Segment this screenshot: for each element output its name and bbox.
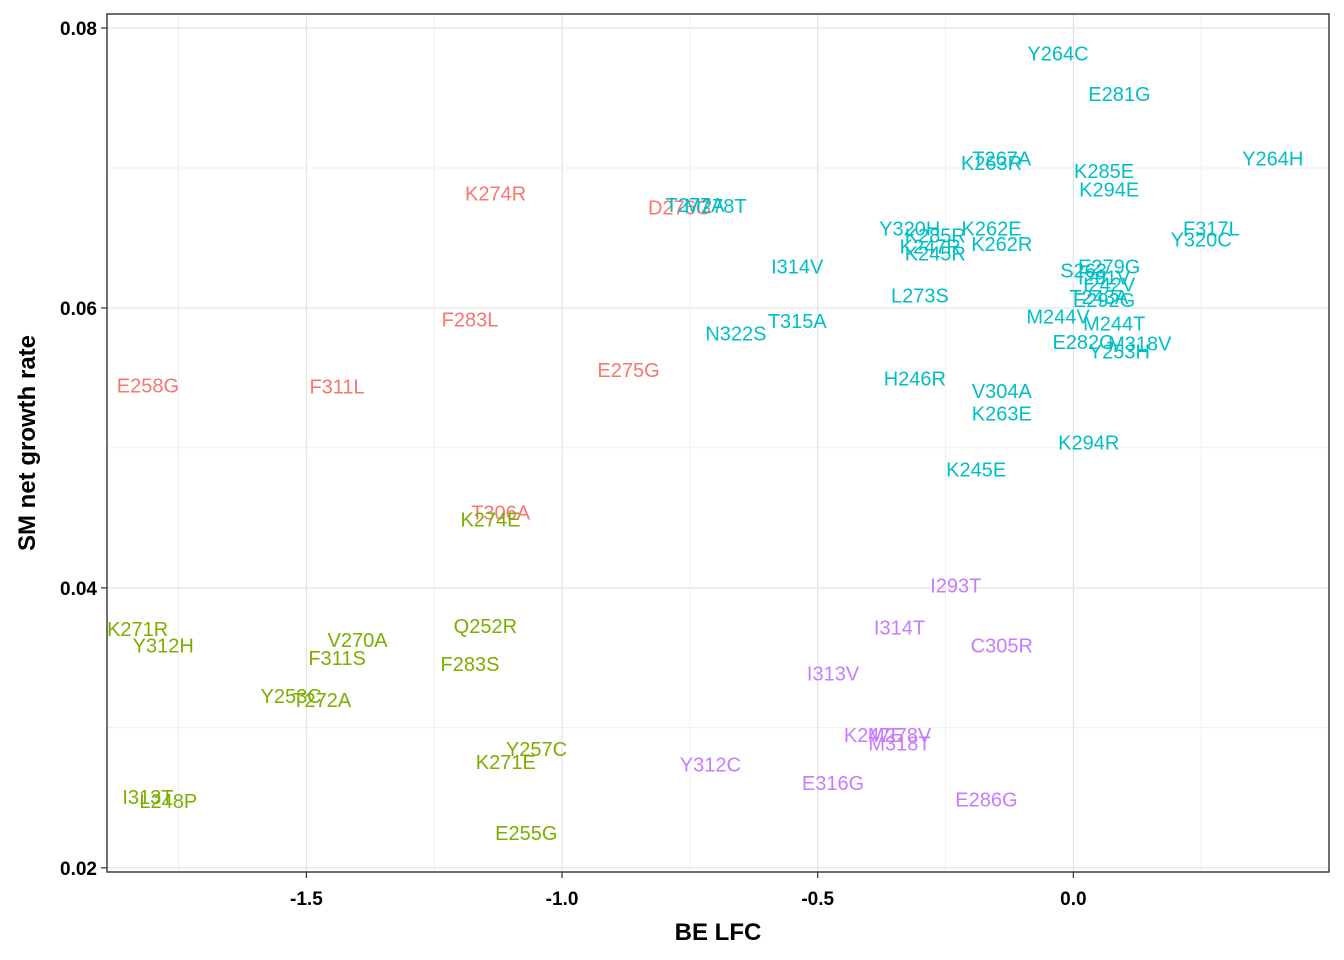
point-label: K262E (962, 219, 1022, 241)
point-label: F311S (308, 648, 365, 670)
plot-panel-background (107, 14, 1329, 872)
point-label: I314V (771, 256, 824, 278)
point-label: K262R (971, 234, 1032, 256)
point-label: M278T (684, 196, 746, 218)
point-label: M318T (868, 734, 930, 756)
point-label: E281G (1088, 84, 1150, 106)
point-label: K285R (905, 226, 966, 248)
point-label: F283S (441, 654, 500, 676)
point-label: K294R (1058, 433, 1119, 455)
point-label: I314T (874, 617, 925, 639)
point-label: Y312H (133, 636, 194, 658)
point-label: K247E (844, 725, 904, 747)
x-tick-label: -1.5 (290, 889, 323, 910)
point-label: F283L (442, 310, 499, 332)
x-axis-ticks: -1.5 -1.0 -0.5 0.0 (290, 872, 1087, 910)
point-label: E316G (802, 773, 864, 795)
point-label: S263 (1060, 261, 1107, 283)
point-label: K274E (460, 510, 520, 532)
point-label: M318V (1108, 333, 1172, 355)
point-label: M244V (1026, 307, 1090, 329)
point-label: E292G (1073, 290, 1135, 312)
plot-panel-border (106, 13, 1330, 873)
point-label: E275G (597, 360, 659, 382)
x-tick-label: -0.5 (801, 889, 834, 910)
point-label: K263R (961, 153, 1022, 175)
point-label: F317L (1183, 219, 1240, 241)
point-label: Y320H (879, 219, 940, 241)
y-axis-ticks: 0.02 0.04 0.06 0.08 (60, 19, 107, 880)
point-label: T243A (1069, 287, 1129, 309)
point-label: N322S (705, 324, 766, 346)
point-label: E279G (1078, 256, 1140, 278)
point-label: I291V (1078, 268, 1131, 290)
point-label: K294E (1079, 179, 1139, 201)
point-label: I242V (1083, 275, 1136, 297)
point-label: M278V (868, 725, 932, 747)
point-label: Y264C (1027, 44, 1088, 66)
point-label: T315A (768, 311, 828, 333)
point-label: I313V (807, 664, 860, 686)
minor-gridlines (107, 14, 1329, 872)
point-label: K245R (905, 244, 966, 266)
y-tick-label: 0.08 (60, 19, 97, 40)
y-axis-title: SM net growth rate (14, 335, 41, 551)
x-axis-title: BE LFC (675, 919, 762, 946)
y-tick-label: 0.02 (60, 859, 97, 880)
point-label: F311L (309, 377, 364, 399)
point-label: V270A (328, 630, 389, 652)
point-label: T277A (666, 195, 726, 217)
y-tick-label: 0.04 (60, 579, 97, 600)
y-tick-label: 0.06 (60, 299, 97, 320)
point-label: T272A (292, 690, 352, 712)
point-label: Y320C (1171, 230, 1232, 252)
point-label: Y253H (1089, 342, 1150, 364)
point-label: T306A (471, 503, 531, 525)
point-label: D276G (648, 198, 711, 220)
point-labels: E258G F311L K274R F283L E275G D276G T306A K271R… (107, 44, 1303, 846)
point-label: H246R (884, 368, 946, 390)
point-label: C305R (971, 636, 1033, 658)
point-label: L248P (139, 791, 197, 813)
point-label: K247R (900, 237, 961, 259)
point-label: Y253C (260, 686, 321, 708)
point-label: V304A (972, 381, 1033, 403)
point-label: K271R (107, 619, 168, 641)
point-label: K263E (972, 403, 1032, 425)
point-label: I293T (930, 575, 981, 597)
point-label: Y264H (1242, 149, 1303, 171)
point-label: E286G (955, 790, 1017, 812)
point-label: T267A (972, 149, 1032, 171)
point-label: Y312C (680, 755, 741, 777)
point-label: E282G (1052, 332, 1114, 354)
x-tick-label: 0.0 (1060, 889, 1086, 910)
point-label: K245E (946, 459, 1006, 481)
point-label: Q252R (454, 616, 517, 638)
major-gridlines (107, 14, 1329, 872)
point-label: K274R (465, 184, 526, 206)
x-tick-label: -1.0 (546, 889, 579, 910)
point-label: E255G (495, 823, 557, 845)
point-label: Y257C (506, 739, 567, 761)
point-label: I313T (122, 787, 173, 809)
point-label: K271E (476, 752, 536, 774)
point-label: K285E (1074, 161, 1134, 183)
point-label: M244T (1083, 314, 1145, 336)
point-label: E258G (117, 375, 179, 397)
point-label: L273S (891, 286, 949, 308)
